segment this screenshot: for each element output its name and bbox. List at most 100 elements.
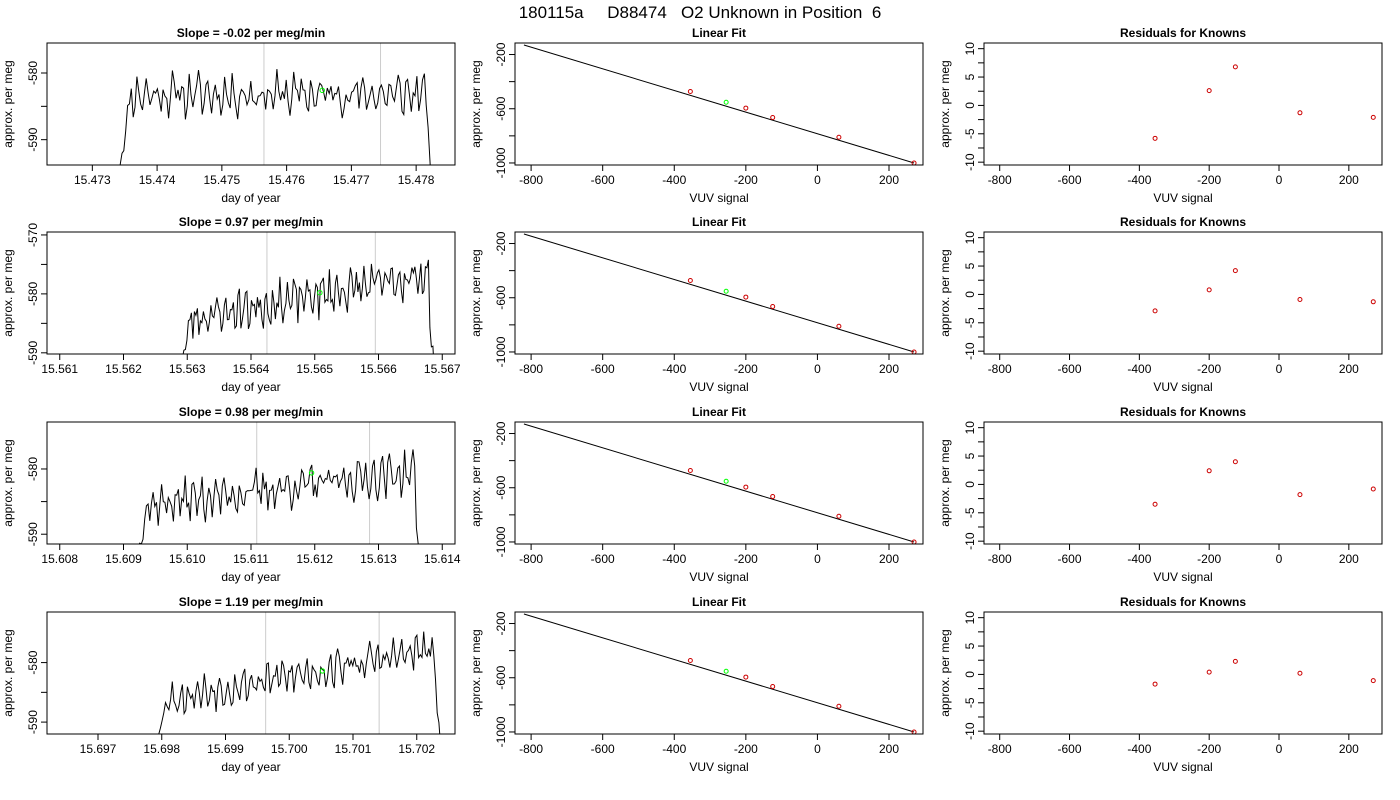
y-tick-label: -1000 [494,147,508,178]
panel-title: Linear Fit [692,26,746,40]
unknown-marker [317,290,323,296]
residual-point [1232,459,1238,465]
x-tick-label: -800 [519,742,543,756]
fit-line [523,233,915,353]
y-axis: -590 -580 [26,650,47,734]
series-trace [158,631,441,734]
linear-fit-panel: Linear Fit -800 -600 -400 -200 0 200 VUV signal… [469,405,924,584]
known-point [687,89,693,95]
x-tick-label: -400 [662,173,686,187]
residual-point [1297,492,1303,498]
residual-point [1232,658,1238,664]
x-tick-label: 200 [1339,173,1359,187]
x-axis: -800 -600 -400 -200 0 200 [519,544,899,566]
x-axis: 15.473 15.474 15.475 15.476 15.477 15.478 [74,165,435,187]
residual-point [1370,486,1376,492]
plot-frame [983,42,1383,166]
panel-title: Residuals for Knowns [1120,26,1246,40]
x-tick-label: 15.477 [333,173,370,187]
x-axis: -800 -600 -400 -200 0 200 [519,734,899,756]
y-tick-label: -10 [963,532,977,550]
unknown-point [723,288,729,294]
x-tick-label: -200 [1197,362,1221,376]
x-tick-label: -600 [591,173,615,187]
known-point [687,468,693,474]
x-tick-label: 0 [814,173,821,187]
plot-frame [983,421,1383,545]
residual-point [1297,670,1303,676]
x-tick-label: -800 [988,742,1012,756]
x-tick-label: 0 [814,362,821,376]
y-tick-label: -600 [494,96,508,120]
y-tick-label: 5 [963,73,977,80]
y-tick-label: -5 [963,317,977,328]
fit-line [523,423,915,543]
x-tick-label: 15.697 [80,742,117,756]
y-axis-label: approx. per meg [469,249,483,336]
y-axis: -10 -5 0 5 10 [963,611,984,740]
x-axis-label: VUV signal [1153,760,1212,774]
x-tick-label: 15.566 [360,362,397,376]
y-tick-label: 0 [963,481,977,488]
residual-point [1206,287,1212,293]
known-point [743,484,749,490]
y-tick-label: -600 [494,285,508,309]
x-tick-label: 15.478 [398,173,435,187]
residual-point [1206,468,1212,474]
x-tick-label: -400 [1127,362,1151,376]
x-tick-label: -800 [988,173,1012,187]
y-tick-label: 0 [963,102,977,109]
y-tick-label: -580 [26,650,40,674]
figure-title: 180115a D88474 O2 Unknown in Position 6 [518,3,882,22]
y-tick-label: -10 [963,722,977,740]
x-tick-label: 15.700 [271,742,308,756]
known-point [836,134,842,140]
residual-point [1370,678,1376,684]
residual-point [1297,110,1303,116]
unknown-point [723,99,729,105]
y-tick-label: -200 [494,421,508,445]
x-tick-label: -600 [591,362,615,376]
x-tick-label: 15.476 [268,173,305,187]
x-tick-label: 200 [879,173,899,187]
x-tick-label: 0 [814,742,821,756]
plot-frame [46,421,456,545]
x-tick-label: -800 [988,552,1012,566]
x-tick-label: 15.561 [41,362,78,376]
y-axis: -1000 -600 -200 [494,231,515,367]
x-axis-label: day of year [221,570,280,584]
plot-frame [983,611,1383,735]
residual-point [1152,135,1158,141]
y-axis: -1000 -600 -200 [494,42,515,178]
y-tick-label: -1000 [494,716,508,747]
x-axis-label: VUV signal [689,191,748,205]
panel-title: Residuals for Knowns [1120,405,1246,419]
x-axis-label: VUV signal [1153,570,1212,584]
x-tick-label: 15.610 [169,552,206,566]
unknown-point [723,478,729,484]
y-tick-label: -200 [494,611,508,635]
x-tick-label: 200 [879,362,899,376]
y-tick-label: 10 [963,231,977,245]
x-axis-label: VUV signal [1153,380,1212,394]
x-tick-label: -400 [1127,742,1151,756]
plot-frame [46,42,456,166]
y-axis-label: approx. per meg [938,439,952,526]
known-point [770,494,776,500]
known-point [743,105,749,111]
unknown-marker [319,668,326,674]
panel-title: Residuals for Knowns [1120,595,1246,609]
panel-title: Linear Fit [692,405,746,419]
residual-point [1232,268,1238,274]
y-axis-label: approx. per meg [1,60,15,147]
y-tick-label: 0 [963,291,977,298]
x-tick-label: 200 [879,742,899,756]
panel-title: Linear Fit [692,215,746,229]
y-tick-label: 5 [963,452,977,459]
panel-title: Residuals for Knowns [1120,215,1246,229]
series-trace [182,259,434,354]
y-axis-label: approx. per meg [469,60,483,147]
